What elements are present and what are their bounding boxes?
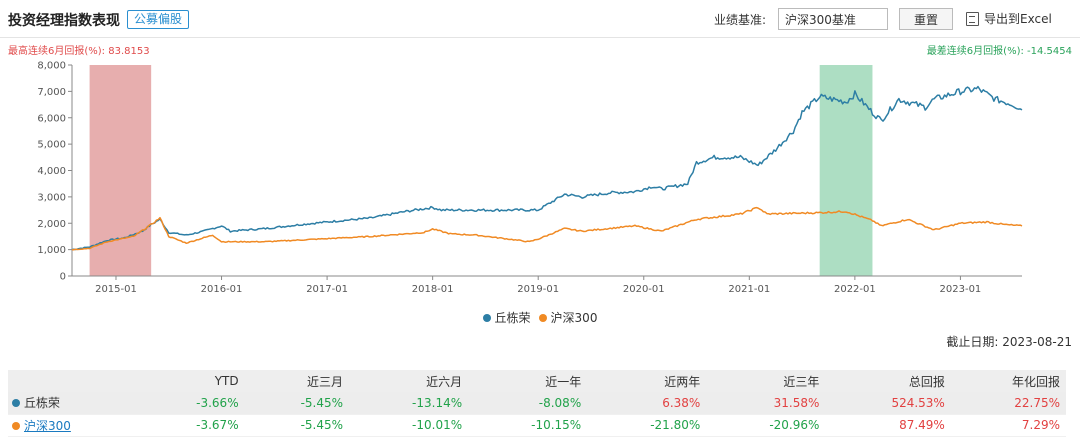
y-tick-label: 3,000 [37,192,66,203]
y-tick-label: 7,000 [37,87,66,98]
fund-type-tag[interactable]: 公募偏股 [127,10,190,29]
y-tick-label: 6,000 [37,113,66,124]
table-row: 沪深300 -3.67% -5.45% -10.01% -10.15% -21.80% -2… [8,414,1066,437]
returns-table: YTD 近三月 近六月 近一年 近两年 近三年 总回报 年化回报 丘栋荣 -3.6… [8,370,1066,437]
header-cell: 近两年 [587,370,707,392]
legend-label-manager: 丘栋荣 [494,311,531,325]
header-cell: 近三月 [244,370,350,392]
export-excel-label: 导出到Excel [984,12,1052,26]
legend-item-benchmark[interactable]: 沪深300 [538,309,598,326]
x-tick-label: 2015-01 [95,284,137,295]
x-tick-label: 2021-01 [728,284,770,295]
series-line-benchmark [71,206,1023,251]
series-line-manager [71,85,1023,251]
row-dot [12,421,20,430]
row-name-cell[interactable]: 丘栋荣 [8,392,141,415]
value-cell: 31.58% [706,392,826,415]
header-cell: 总回报 [825,370,951,392]
x-tick-label: 2023-01 [940,284,982,295]
value-cell: -5.45% [244,392,350,415]
x-tick-label: 2022-01 [834,284,876,295]
benchmark-label: 业绩基准: [714,13,767,27]
value-cell: -3.67% [140,414,245,437]
x-tick-label: 2016-01 [201,284,243,295]
y-tick-label: 5,000 [37,140,66,151]
cutoff-date: 截止日期: 2023-08-21 [946,335,1072,349]
export-excel-button[interactable]: 导出到Excel [966,10,1052,27]
page-title: 投资经理指数表现 [8,13,120,29]
value-cell: -13.14% [349,392,469,415]
x-tick-label: 2020-01 [623,284,665,295]
header-cell: 近六月 [349,370,469,392]
header-cell: 近一年 [468,370,588,392]
value-cell: 87.49% [825,414,951,437]
benchmark-input[interactable] [778,8,888,30]
x-tick-label: 2019-01 [517,284,559,295]
row-name[interactable]: 丘栋荣 [24,396,61,411]
header-cell: 年化回报 [950,370,1066,392]
value-cell: -3.66% [140,392,245,415]
y-tick-label: 2,000 [37,219,66,230]
row-name[interactable]: 沪深300 [24,418,71,433]
header-cell: 近三年 [706,370,826,392]
legend-dot-manager [482,313,491,322]
value-cell: -21.80% [587,414,707,437]
y-tick-label: 8,000 [37,61,66,72]
table-header-row: YTD 近三月 近六月 近一年 近两年 近三年 总回报 年化回报 [8,370,1066,392]
min-return-label: 最差连续6月回报(%): -14.5454 [926,46,1072,57]
y-tick-label: 1,000 [37,245,66,256]
x-tick-label: 2017-01 [306,284,348,295]
excel-icon [966,11,979,26]
max-return-band [89,65,152,276]
x-tick-label: 2018-01 [412,284,454,295]
chart-legend: 丘栋荣 沪深300 [0,309,1080,326]
min-return-band [819,65,873,276]
value-cell: -10.01% [349,414,469,437]
y-tick-label: 0 [60,272,66,283]
value-cell: 22.75% [950,392,1066,415]
header-cell [8,370,141,392]
value-cell: -10.15% [468,414,588,437]
legend-label-benchmark: 沪深300 [550,311,598,325]
value-cell: -8.08% [468,392,588,415]
table-row: 丘栋荣 -3.66% -5.45% -13.14% -8.08% 6.38% 31.58% 5… [8,392,1066,415]
value-cell: 524.53% [825,392,951,415]
header-cell: YTD [140,370,245,392]
row-dot [12,399,20,408]
reset-button[interactable]: 重置 [899,8,953,30]
y-tick-label: 4,000 [37,166,66,177]
value-cell: 6.38% [587,392,707,415]
value-cell: 7.29% [950,414,1066,437]
performance-chart: 0 1,000 2,000 3,000 4,000 5,000 6,000 7,000 8,00… [37,61,1023,295]
row-name-cell[interactable]: 沪深300 [8,414,141,437]
legend-dot-benchmark [538,313,547,322]
value-cell: -20.96% [706,414,826,437]
value-cell: -5.45% [244,414,350,437]
page-header: 投资经理指数表现 公募偏股 业绩基准: 重置 导出到Excel [0,0,1080,38]
legend-item-manager[interactable]: 丘栋荣 [482,309,531,326]
max-return-label: 最高连续6月回报(%): 83.8153 [8,46,150,57]
